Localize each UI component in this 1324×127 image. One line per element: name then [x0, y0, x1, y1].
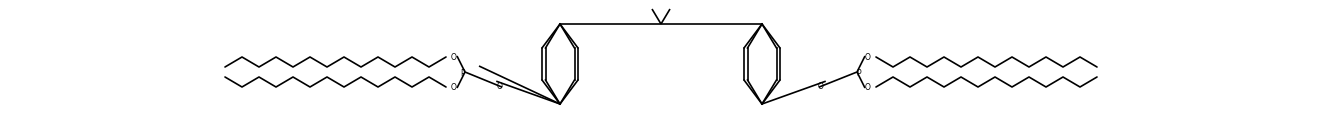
Text: O: O — [451, 83, 457, 91]
Text: P: P — [857, 69, 862, 78]
Text: P: P — [461, 69, 465, 78]
Text: O: O — [865, 83, 871, 91]
Text: O: O — [865, 52, 871, 61]
Text: O: O — [818, 82, 824, 91]
Text: O: O — [451, 52, 457, 61]
Text: O: O — [496, 82, 502, 91]
